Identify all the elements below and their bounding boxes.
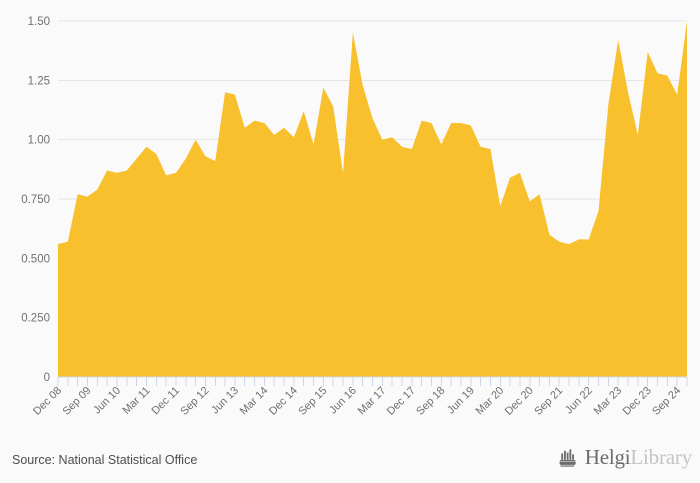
source-label: Source: National Statistical Office (12, 453, 198, 467)
x-axis-tick-label: Jun 19 (445, 385, 477, 417)
y-axis-tick-label: 0 (44, 372, 50, 384)
x-axis-tick-label: Mar 17 (356, 385, 389, 418)
x-axis-tick-label: Mar 20 (474, 385, 507, 418)
brand-library-text: Library (630, 445, 692, 469)
x-axis-tick-label: Sep 24 (650, 385, 683, 418)
x-axis-tick-label: Sep 15 (296, 385, 329, 418)
x-axis-tick-label: Mar 11 (120, 385, 152, 417)
y-axis-tick-label: 0.750 (21, 194, 50, 206)
x-axis-tick-label: Sep 18 (414, 385, 447, 418)
brand-helgi-text: Helgi (584, 445, 631, 469)
chart-footer: Source: National Statistical Office Helg… (0, 435, 700, 483)
x-axis-tick-label: Jun 13 (209, 385, 241, 417)
x-axis-tick-label: Jun 22 (563, 385, 595, 417)
x-axis-tick-label: Sep 21 (532, 385, 565, 418)
y-axis-tick-label: 1.50 (28, 16, 50, 28)
x-axis-tick-label: Dec 23 (621, 385, 654, 418)
x-axis-tick-label: Mar 14 (238, 385, 271, 418)
x-axis-tick-label: Sep 09 (60, 385, 93, 418)
book-chart-icon (558, 448, 576, 467)
x-axis-tick-label: Dec 08 (31, 385, 64, 418)
plot-area: 0 0.250 0.500 0.750 1.00 1.25 1.50 Dec 08 Sep 09… (0, 0, 700, 435)
helgi-library-logo[interactable]: HelgiLibrary (558, 447, 692, 468)
area-series[interactable] (58, 21, 687, 377)
y-axis-tick-label: 0.500 (21, 253, 50, 265)
x-axis-tick-label: Dec 11 (149, 385, 182, 418)
x-axis-tick-label: Dec 17 (385, 385, 418, 418)
x-axis-tick-label: Dec 14 (267, 385, 300, 418)
y-axis-tick-label: 1.00 (28, 135, 50, 147)
x-axis-tick-label: Sep 12 (178, 385, 211, 418)
y-axis-tick-label: 0.250 (21, 313, 50, 325)
y-axis-tick-label: 1.25 (28, 75, 50, 87)
x-axis-tick-label: Jun 16 (327, 385, 359, 417)
x-axis-tick-label: Dec 20 (503, 385, 536, 418)
x-axis-tick-label: Jun 10 (91, 385, 123, 417)
x-axis-tick-label: Mar 23 (592, 385, 625, 418)
brand-text: HelgiLibrary (585, 447, 692, 468)
